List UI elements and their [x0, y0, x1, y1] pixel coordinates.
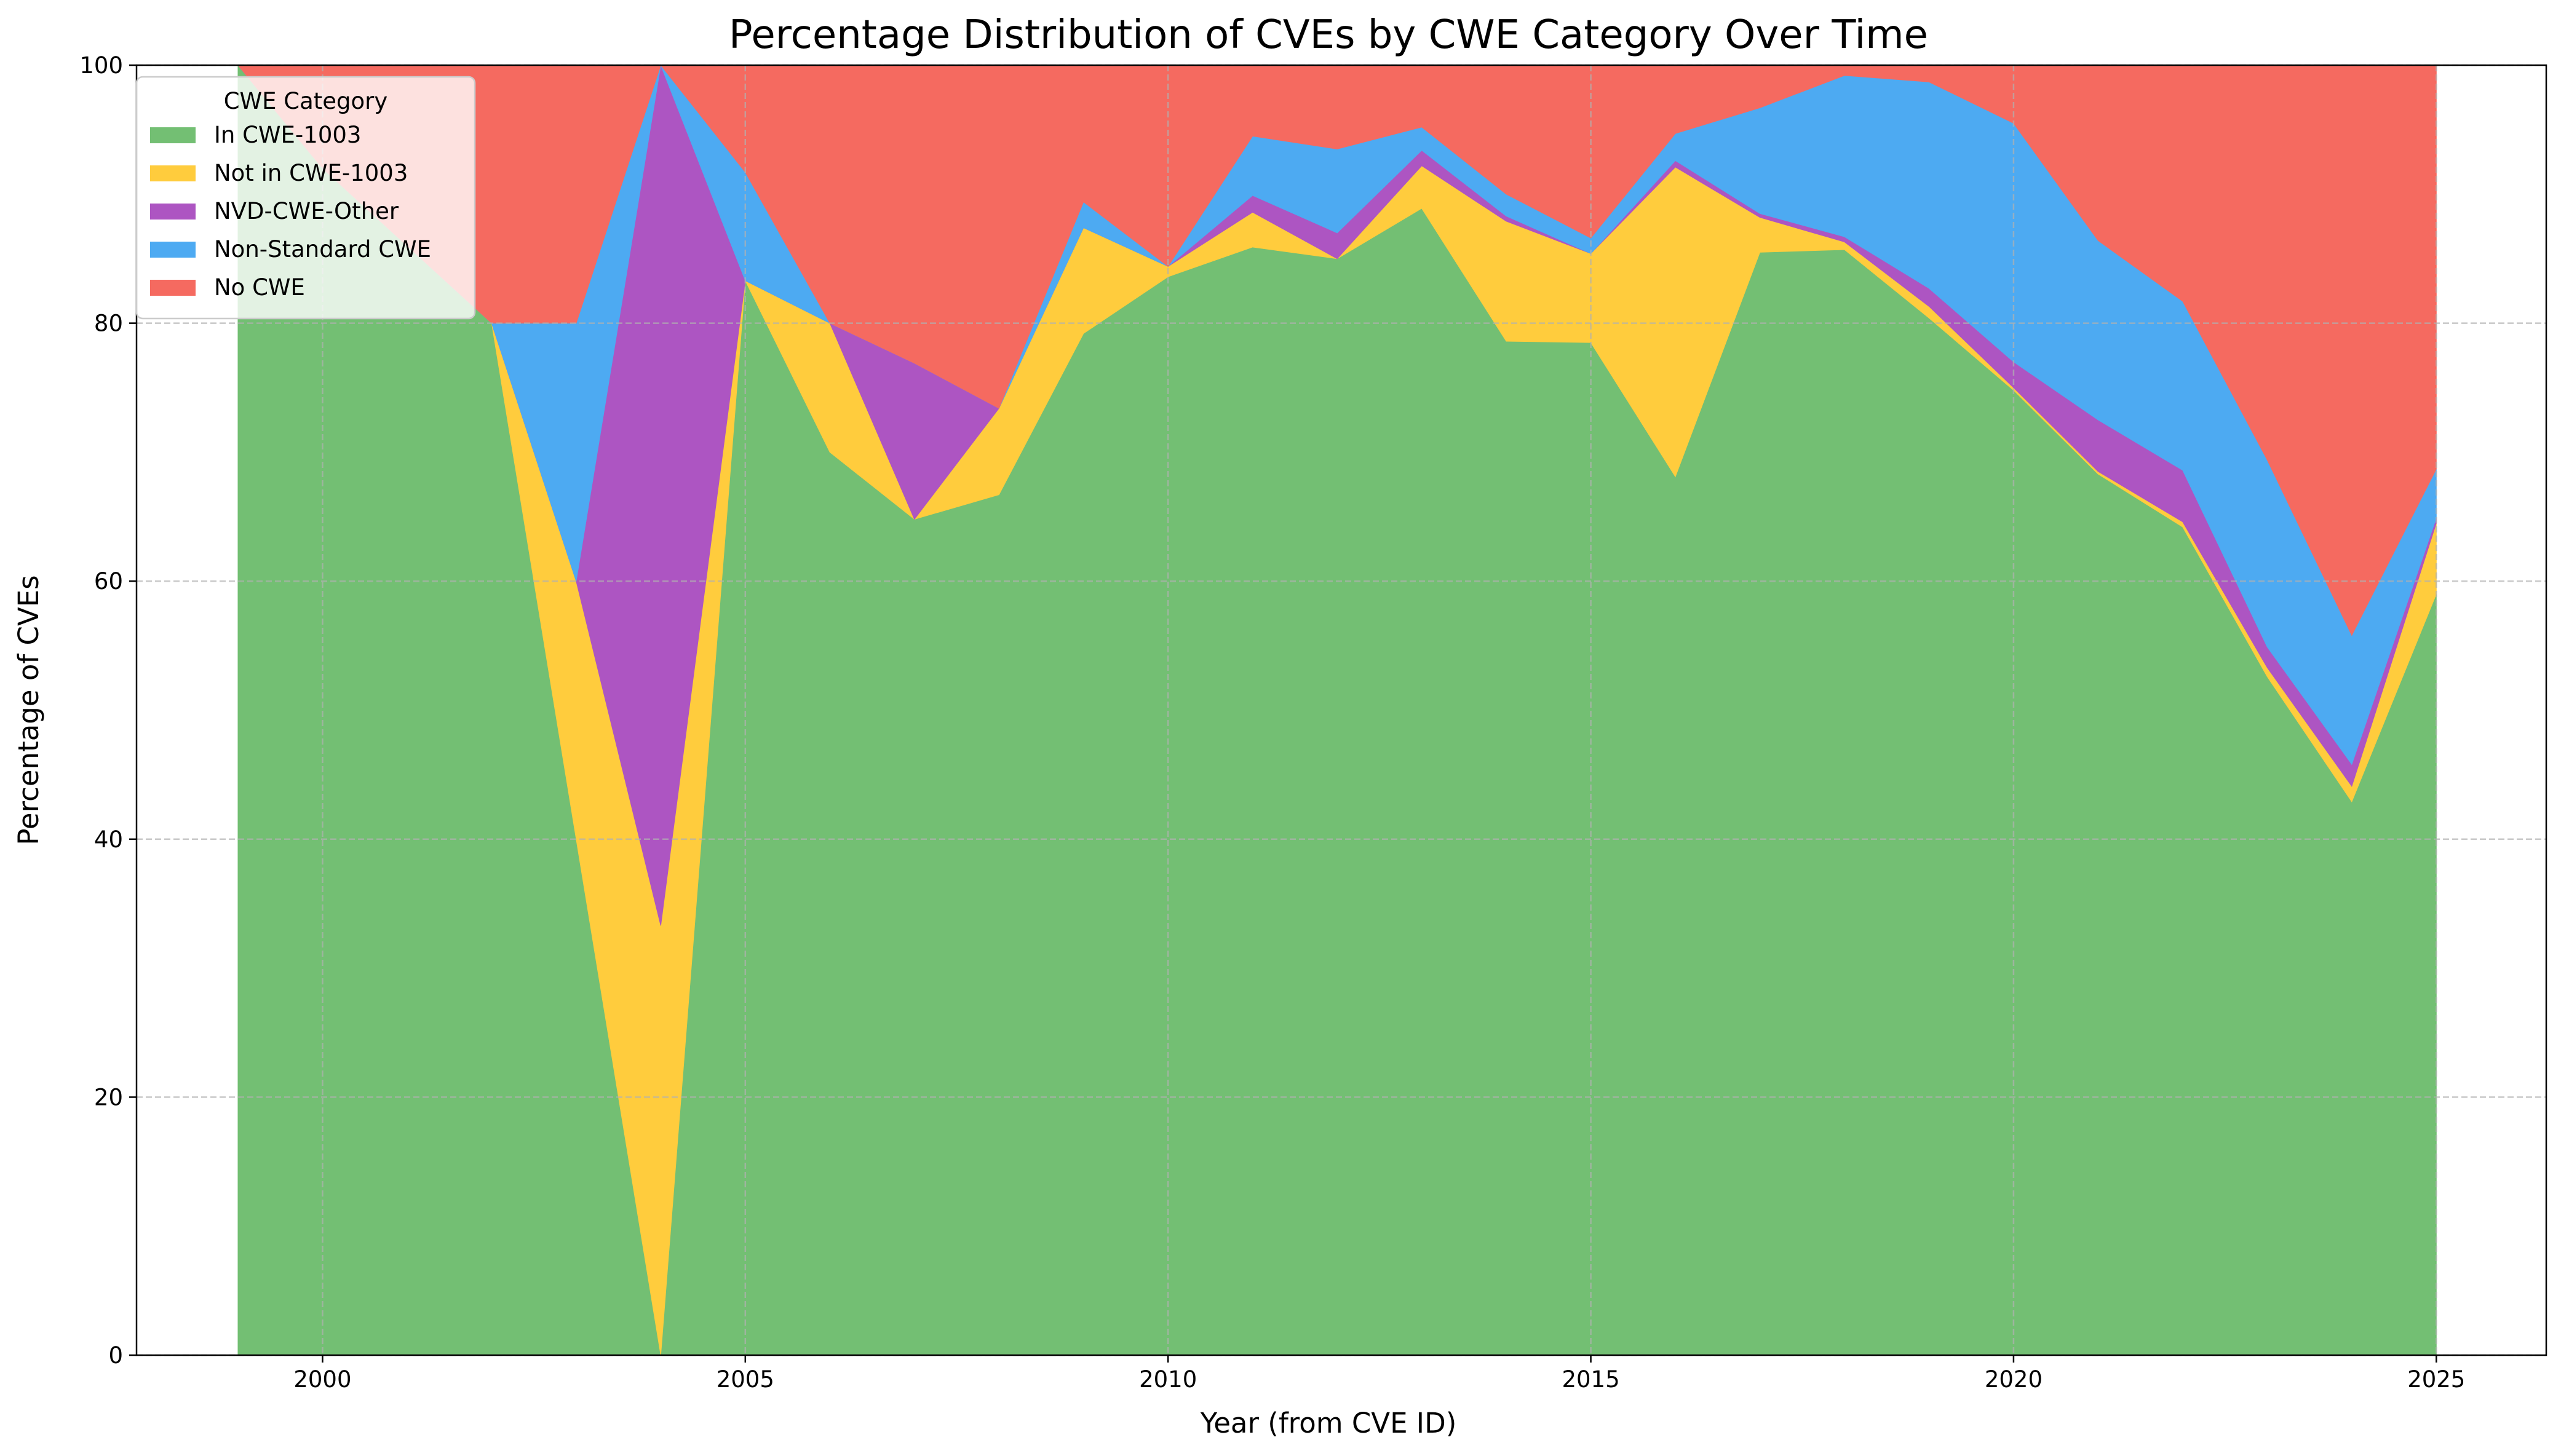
y-tick-label: 20	[94, 1084, 123, 1110]
series-areas	[237, 64, 2437, 1356]
legend-label-2: NVD-CWE-Other	[214, 198, 399, 224]
legend-label-0: In CWE-1003	[214, 122, 361, 148]
legend: CWE Category In CWE-1003 Not in CWE-1003 N…	[135, 76, 476, 320]
legend-swatch-1	[150, 165, 196, 181]
plot-frame	[135, 64, 2547, 1356]
legend-items: In CWE-1003 Not in CWE-1003 NVD-CWE-Other N…	[150, 122, 431, 301]
legend-title: CWE Category	[224, 88, 388, 114]
legend-label-3: Non-Standard CWE	[214, 236, 431, 263]
y-tick-label: 80	[94, 311, 123, 337]
legend-swatch-0	[150, 127, 196, 143]
legend-swatch-2	[150, 204, 196, 220]
legend-swatch-4	[150, 280, 196, 296]
legend-label-4: No CWE	[214, 274, 305, 301]
x-tick-label: 2000	[293, 1366, 351, 1393]
x-tick-label: 2025	[2407, 1366, 2465, 1393]
x-tick-label: 2010	[1139, 1366, 1197, 1393]
y-axis: 0 20 40 60 80 100	[79, 52, 137, 1369]
y-tick-label: 60	[94, 568, 123, 595]
y-tick-label: 100	[79, 52, 123, 79]
x-tick-label: 2005	[717, 1366, 774, 1393]
y-axis-label: Percentage of CVEs	[12, 575, 45, 845]
y-tick-label: 40	[94, 826, 123, 853]
legend-box	[135, 76, 476, 320]
chart-title: Percentage Distribution of CVEs by CWE C…	[729, 12, 1928, 58]
legend-swatch-3	[150, 242, 196, 258]
x-tick-label: 2020	[1985, 1366, 2043, 1393]
y-tick-label: 0	[108, 1342, 123, 1369]
x-tick-label: 2015	[1562, 1366, 1619, 1393]
x-axis-label: Year (from CVE ID)	[1200, 1407, 1457, 1439]
x-axis: 2000 2005 2010 2015 2020 2025	[293, 1355, 2465, 1393]
legend-label-1: Not in CWE-1003	[214, 160, 408, 186]
